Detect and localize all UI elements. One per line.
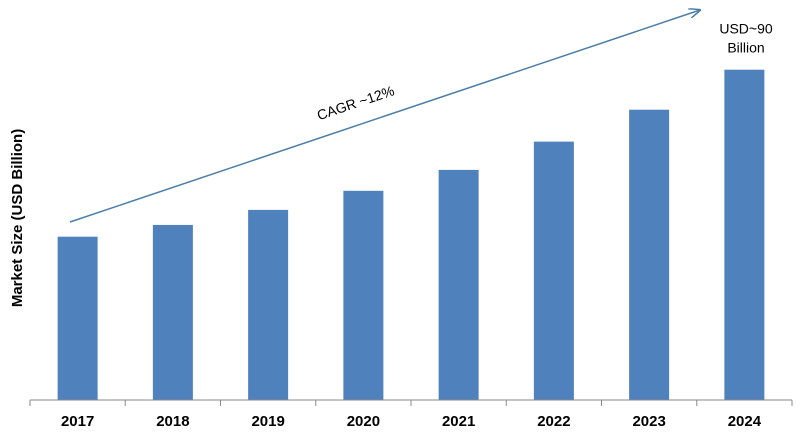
bar [152, 224, 193, 400]
value-annotation: USD~90 [719, 21, 773, 37]
bar [629, 109, 670, 400]
x-tick-label: 2022 [537, 413, 570, 430]
x-tick-label: 2023 [632, 413, 665, 430]
cagr-arrow [69, 10, 700, 223]
value-annotation-unit: Billion [727, 40, 764, 56]
x-tick-label: 2017 [61, 413, 94, 430]
bar [57, 236, 98, 400]
bar [533, 141, 574, 400]
x-tick-label: 2021 [442, 413, 475, 430]
bar [438, 169, 479, 400]
x-tick-label: 2019 [251, 413, 284, 430]
x-tick-label: 2020 [347, 413, 380, 430]
x-tick-label: 2024 [728, 413, 762, 430]
bar [248, 209, 289, 400]
bar [343, 190, 384, 400]
x-tick-label: 2018 [156, 413, 189, 430]
bar [724, 69, 765, 400]
y-axis-label: Market Size (USD Billion) [9, 129, 26, 307]
